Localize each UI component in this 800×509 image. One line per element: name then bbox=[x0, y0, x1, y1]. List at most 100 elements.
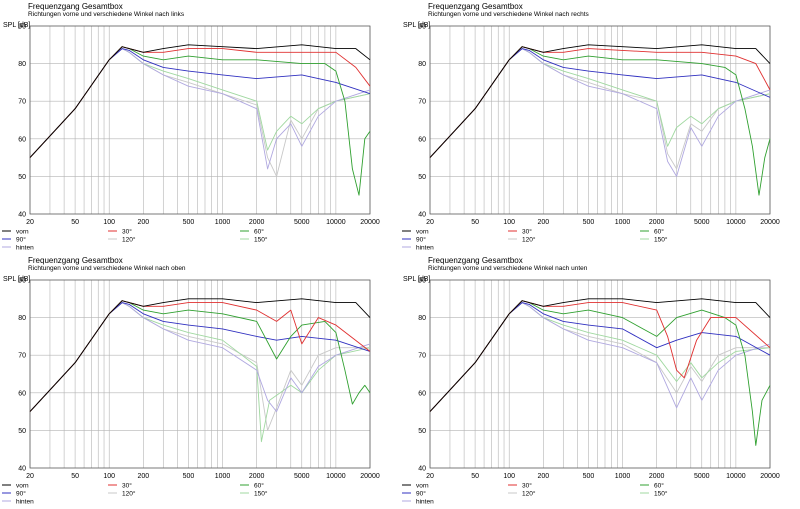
chart-title: Frequenzgang Gesamtbox bbox=[428, 256, 523, 265]
x-tick-label: 20000 bbox=[760, 473, 780, 480]
y-tick-label: 80 bbox=[18, 315, 26, 322]
legend-label: 30° bbox=[122, 482, 132, 490]
y-tick-label: 70 bbox=[18, 353, 26, 360]
y-tick-label: 80 bbox=[18, 61, 26, 68]
x-tick-label: 20000 bbox=[360, 219, 380, 226]
x-tick-label: 100 bbox=[503, 473, 515, 480]
y-tick-label: 90 bbox=[18, 278, 26, 285]
series-line bbox=[429, 298, 771, 412]
x-tick-label: 10000 bbox=[326, 219, 346, 226]
y-tick-label: 40 bbox=[18, 466, 26, 473]
x-tick-label: 500 bbox=[583, 473, 595, 480]
plot-area bbox=[430, 280, 770, 468]
x-tick-label: 2000 bbox=[649, 219, 665, 226]
chart-title: Frequenzgang Gesamtbox bbox=[28, 256, 123, 265]
chart-title: Frequenzgang Gesamtbox bbox=[428, 2, 523, 11]
plot-frame bbox=[29, 279, 371, 469]
x-tick-label: 10000 bbox=[726, 473, 746, 480]
y-axis-label: SPL [dB] bbox=[3, 22, 31, 29]
x-tick-label: 1000 bbox=[215, 219, 231, 226]
legend-label: 120° bbox=[122, 490, 136, 498]
series-line bbox=[29, 298, 371, 412]
y-tick-label: 80 bbox=[418, 315, 426, 322]
x-tick-label: 50 bbox=[71, 219, 79, 226]
y-tick-label: 60 bbox=[18, 136, 26, 143]
x-tick-label: 2000 bbox=[649, 473, 665, 480]
y-tick-label: 50 bbox=[418, 428, 426, 435]
x-tick-label: 1000 bbox=[615, 473, 631, 480]
x-tick-label: 10000 bbox=[726, 219, 746, 226]
x-tick-label: 200 bbox=[137, 219, 149, 226]
legend-label: vorn bbox=[16, 229, 29, 236]
x-tick-label: 10000 bbox=[326, 473, 346, 480]
x-tick-label: 100 bbox=[103, 473, 115, 480]
legend-label: hinten bbox=[16, 499, 34, 506]
legend-label: 90° bbox=[16, 236, 26, 244]
x-tick-label: 50 bbox=[471, 473, 479, 480]
legend-label: 150° bbox=[254, 236, 268, 244]
legend-label: 30° bbox=[122, 228, 132, 236]
y-axis-label: SPL [dB] bbox=[403, 22, 431, 29]
y-tick-label: 50 bbox=[18, 428, 26, 435]
legend-label: 150° bbox=[654, 490, 668, 498]
series-line bbox=[429, 44, 771, 158]
chart-svg: 40 50 60 70 80 90 20 50 100 200 500 1000 2000 5000 100… bbox=[2, 278, 380, 506]
x-tick-label: 20 bbox=[26, 219, 34, 226]
legend-label: vorn bbox=[416, 229, 429, 236]
legend-label: 60° bbox=[654, 228, 664, 236]
x-tick-label: 200 bbox=[137, 473, 149, 480]
legend-label: 90° bbox=[416, 490, 426, 498]
y-tick-label: 90 bbox=[418, 24, 426, 31]
plot-frame bbox=[429, 279, 771, 469]
x-tick-label: 200 bbox=[537, 219, 549, 226]
y-tick-label: 40 bbox=[418, 212, 426, 219]
y-tick-label: 60 bbox=[18, 390, 26, 397]
y-tick-label: 90 bbox=[418, 278, 426, 285]
y-tick-label: 80 bbox=[418, 61, 426, 68]
y-tick-label: 70 bbox=[418, 99, 426, 106]
legend-label: 120° bbox=[522, 236, 536, 244]
x-tick-label: 20000 bbox=[760, 219, 780, 226]
y-tick-label: 50 bbox=[18, 174, 26, 181]
x-tick-label: 200 bbox=[537, 473, 549, 480]
plot-frame bbox=[429, 25, 771, 215]
chart-panel: 40 50 60 70 80 90 20 50 100 200 500 1000 2000 5000 100… bbox=[0, 0, 400, 254]
legend-label: 30° bbox=[522, 228, 532, 236]
plot-frame bbox=[29, 25, 371, 215]
x-tick-label: 1000 bbox=[215, 473, 231, 480]
y-tick-label: 40 bbox=[18, 212, 26, 219]
chart-svg: 40 50 60 70 80 90 20 50 100 200 500 1000 2000 5000 100… bbox=[402, 278, 780, 506]
y-tick-label: 70 bbox=[18, 99, 26, 106]
chart-panel: 40 50 60 70 80 90 20 50 100 200 500 1000 2000 5000 100… bbox=[400, 254, 800, 508]
legend-label: hinten bbox=[16, 245, 34, 252]
legend-label: vorn bbox=[416, 483, 429, 490]
x-tick-label: 20 bbox=[26, 473, 34, 480]
x-tick-label: 100 bbox=[103, 219, 115, 226]
x-tick-label: 500 bbox=[183, 473, 195, 480]
y-tick-label: 90 bbox=[18, 24, 26, 31]
chart-svg: 40 50 60 70 80 90 20 50 100 200 500 1000 2000 5000 100… bbox=[402, 24, 780, 252]
chart-subtitle: Richtungen vorne und verschiedene Winkel… bbox=[428, 265, 588, 272]
x-tick-label: 5000 bbox=[294, 219, 310, 226]
x-tick-label: 2000 bbox=[249, 473, 265, 480]
y-tick-label: 40 bbox=[418, 466, 426, 473]
y-tick-label: 50 bbox=[418, 174, 426, 181]
chart-subtitle: Richtungen vorne und verschiedene Winkel… bbox=[28, 265, 186, 272]
plot-area bbox=[30, 280, 370, 468]
legend-label: hinten bbox=[416, 245, 434, 252]
x-tick-label: 50 bbox=[71, 473, 79, 480]
x-tick-label: 500 bbox=[583, 219, 595, 226]
x-tick-label: 50 bbox=[471, 219, 479, 226]
x-tick-label: 5000 bbox=[694, 473, 710, 480]
chart-svg: 40 50 60 70 80 90 20 50 100 200 500 1000 2000 5000 100… bbox=[2, 24, 380, 252]
series-line bbox=[29, 44, 371, 158]
legend-label: 30° bbox=[522, 482, 532, 490]
legend-label: 60° bbox=[254, 228, 264, 236]
chart-panel: 40 50 60 70 80 90 20 50 100 200 500 1000 2000 5000 100… bbox=[0, 254, 400, 508]
legend-label: 150° bbox=[254, 490, 268, 498]
legend-label: 90° bbox=[16, 490, 26, 498]
chart-title: Frequenzgang Gesamtbox bbox=[28, 2, 123, 11]
y-axis-label: SPL [dB] bbox=[3, 276, 31, 283]
y-tick-label: 60 bbox=[418, 136, 426, 143]
chart-subtitle: Richtungen vorne und verschiedene Winkel… bbox=[28, 11, 185, 18]
